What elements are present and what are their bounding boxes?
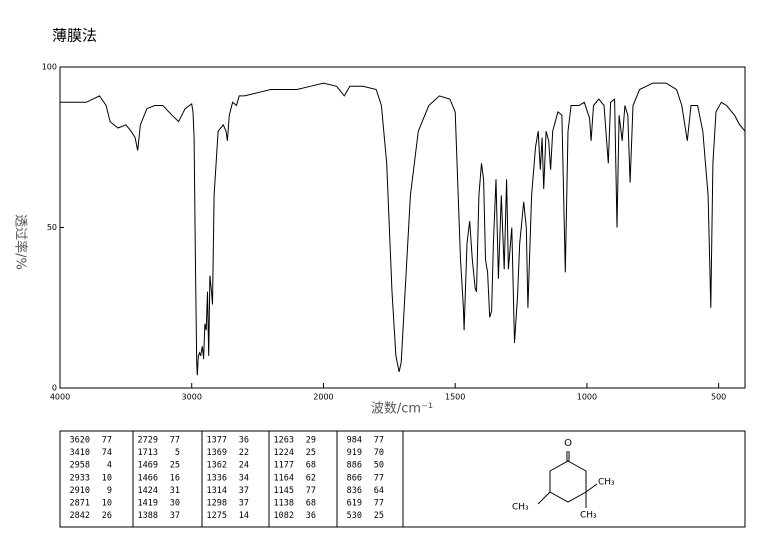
peak-transmittance: 25 — [306, 448, 316, 458]
peak-wavenumber: 2958 — [70, 461, 90, 471]
peak-wavenumber: 530 — [347, 511, 362, 521]
peak-transmittance: 9 — [107, 486, 112, 496]
peak-wavenumber: 1177 — [274, 461, 294, 471]
peak-transmittance: 64 — [374, 486, 384, 496]
peak-wavenumber: 1263 — [274, 436, 294, 446]
atom-label: CH₃ — [512, 503, 529, 513]
x-tick-label: 2000 — [313, 393, 333, 402]
peak-wavenumber: 2842 — [70, 511, 90, 521]
peak-wavenumber: 2933 — [70, 473, 90, 483]
peak-wavenumber: 1145 — [274, 486, 294, 496]
peak-wavenumber: 1275 — [207, 511, 227, 521]
chart-title: 薄膜法 — [52, 27, 97, 45]
molecule — [537, 451, 598, 508]
ring — [549, 460, 587, 503]
peak-wavenumber: 1138 — [274, 499, 294, 509]
peak-transmittance: 10 — [102, 473, 112, 483]
peak-transmittance: 25 — [374, 511, 384, 521]
peak-wavenumber: 886 — [347, 461, 362, 471]
peak-wavenumber: 1164 — [274, 473, 294, 483]
peak-wavenumber: 1377 — [207, 436, 227, 446]
peak-transmittance: 29 — [306, 436, 316, 446]
peak-wavenumber: 1314 — [207, 486, 227, 496]
peak-transmittance: 77 — [170, 436, 180, 446]
peak-wavenumber: 1082 — [274, 511, 294, 521]
peak-transmittance: 74 — [102, 448, 112, 458]
peak-transmittance: 77 — [374, 473, 384, 483]
peak-wavenumber: 1419 — [138, 499, 158, 509]
peak-transmittance: 31 — [170, 486, 180, 496]
peak-transmittance: 77 — [374, 436, 384, 446]
y-tick-label: 0 — [52, 384, 57, 393]
peak-wavenumber: 1336 — [207, 473, 227, 483]
peak-wavenumber: 1424 — [138, 486, 158, 496]
peak-transmittance: 62 — [306, 473, 316, 483]
y-tick-label: 100 — [42, 63, 57, 72]
peak-transmittance: 37 — [239, 486, 249, 496]
peak-wavenumber: 1469 — [138, 461, 158, 471]
peak-transmittance: 36 — [239, 436, 249, 446]
peak-transmittance: 77 — [306, 486, 316, 496]
peak-wavenumber: 3410 — [70, 448, 90, 458]
peak-transmittance: 10 — [102, 499, 112, 509]
peak-transmittance: 70 — [374, 448, 384, 458]
x-tick-label: 500 — [711, 393, 726, 402]
peak-transmittance: 24 — [239, 461, 249, 471]
peak-transmittance: 37 — [239, 499, 249, 509]
peak-transmittance: 26 — [102, 511, 112, 521]
peak-transmittance: 30 — [170, 499, 180, 509]
peak-transmittance: 36 — [306, 511, 316, 521]
peak-transmittance: 37 — [170, 511, 180, 521]
peak-wavenumber: 2729 — [138, 436, 158, 446]
peak-transmittance: 34 — [239, 473, 249, 483]
peak-transmittance: 68 — [306, 461, 316, 471]
peak-wavenumber: 1298 — [207, 499, 227, 509]
bond — [585, 483, 598, 493]
peak-transmittance: 14 — [239, 511, 249, 521]
x-tick-label: 3000 — [182, 393, 202, 402]
peak-transmittance: 25 — [170, 461, 180, 471]
peak-transmittance: 5 — [175, 448, 180, 458]
peak-wavenumber: 1362 — [207, 461, 227, 471]
bond — [537, 491, 551, 505]
x-axis-label: 波数/cm⁻¹ — [371, 402, 433, 417]
peak-wavenumber: 866 — [347, 473, 362, 483]
peak-wavenumber: 1466 — [138, 473, 158, 483]
x-tick-label: 1500 — [445, 393, 465, 402]
peak-wavenumber: 619 — [347, 499, 362, 509]
peak-wavenumber: 2871 — [70, 499, 90, 509]
atom-label: CH₃ — [598, 478, 615, 488]
peak-transmittance: 50 — [374, 461, 384, 471]
peak-transmittance: 16 — [170, 473, 180, 483]
peak-wavenumber: 1713 — [138, 448, 158, 458]
atom-label: O — [564, 438, 572, 449]
peak-transmittance: 68 — [306, 499, 316, 509]
peak-wavenumber: 2910 — [70, 486, 90, 496]
y-tick-label: 50 — [47, 223, 57, 232]
x-tick-label: 4000 — [50, 393, 70, 402]
peak-transmittance: 77 — [102, 436, 112, 446]
spectrum-line — [60, 82, 746, 376]
peak-wavenumber: 919 — [347, 448, 362, 458]
peak-wavenumber: 3620 — [70, 436, 90, 446]
x-tick-label: 1000 — [577, 393, 597, 402]
peak-wavenumber: 1388 — [138, 511, 158, 521]
peak-transmittance: 4 — [107, 461, 112, 471]
peak-transmittance: 22 — [239, 448, 249, 458]
atom-label: CH₃ — [580, 511, 597, 521]
peak-wavenumber: 1369 — [207, 448, 227, 458]
peak-wavenumber: 984 — [347, 436, 362, 446]
y-axis-label: 透过率/% — [13, 214, 29, 270]
peak-wavenumber: 836 — [347, 486, 362, 496]
peak-transmittance: 77 — [374, 499, 384, 509]
peak-wavenumber: 1224 — [274, 448, 294, 458]
